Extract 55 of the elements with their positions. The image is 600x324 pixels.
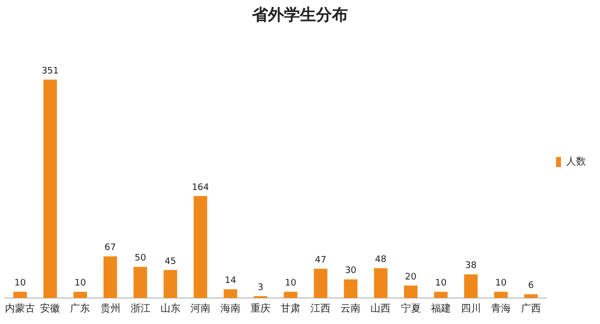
bar: [43, 80, 57, 298]
x-tick-label: 海南: [220, 302, 240, 315]
x-tick-label: 甘肃: [280, 302, 301, 315]
bar: [194, 196, 208, 298]
x-tick-label: 青海: [490, 302, 511, 315]
bar: [73, 292, 87, 298]
data-label: 47: [314, 256, 326, 266]
x-tick-label: 浙江: [130, 302, 150, 315]
data-label: 14: [224, 276, 236, 286]
data-label: 3: [258, 282, 264, 293]
bar: [284, 292, 298, 298]
data-label: 30: [344, 266, 357, 276]
data-label: 38: [465, 261, 477, 272]
bar: [164, 270, 178, 298]
x-tick-label: 云南: [340, 302, 361, 315]
data-label: 10: [284, 278, 297, 289]
bar: [344, 279, 358, 298]
x-tick-label: 河南: [190, 302, 210, 315]
data-label: 20: [405, 272, 417, 282]
data-label: 50: [134, 254, 146, 264]
data-label: 10: [435, 278, 447, 289]
chart-title: 省外学生分布: [251, 4, 348, 24]
data-label: 67: [104, 243, 116, 254]
bar: [524, 294, 538, 298]
x-tick-label: 安徽: [40, 302, 60, 315]
data-label: 351: [42, 66, 59, 77]
bar: [314, 268, 328, 298]
x-tick-label: 内蒙古: [5, 302, 36, 315]
x-tick-label: 山西: [370, 302, 391, 315]
data-label: 164: [192, 182, 210, 193]
data-label: 10: [495, 278, 507, 289]
x-tick-label: 福建: [430, 302, 451, 315]
x-tick-label: 江西: [310, 302, 331, 315]
bar: [464, 274, 478, 298]
legend-label: 人数: [566, 156, 586, 168]
bar: [224, 289, 238, 298]
bar: [13, 292, 27, 298]
data-label: 10: [74, 278, 86, 289]
data-label: 10: [14, 278, 26, 289]
bar: [374, 268, 388, 298]
data-label: 6: [528, 281, 534, 292]
bar: [404, 286, 418, 298]
x-tick-label: 四川: [460, 302, 481, 315]
bar: [134, 266, 148, 298]
data-label: 48: [374, 254, 387, 265]
x-tick-label: 贵州: [100, 302, 120, 315]
x-tick-label: 广东: [70, 302, 90, 315]
bar: [494, 292, 508, 298]
bar: [434, 292, 448, 298]
x-tick-label: 广西: [520, 302, 541, 315]
data-label: 45: [164, 256, 176, 267]
x-tick-label: 宁夏: [400, 302, 421, 315]
x-tick-label: 山东: [160, 302, 180, 315]
bar: [104, 256, 118, 298]
x-tick-label: 重庆: [250, 302, 271, 315]
